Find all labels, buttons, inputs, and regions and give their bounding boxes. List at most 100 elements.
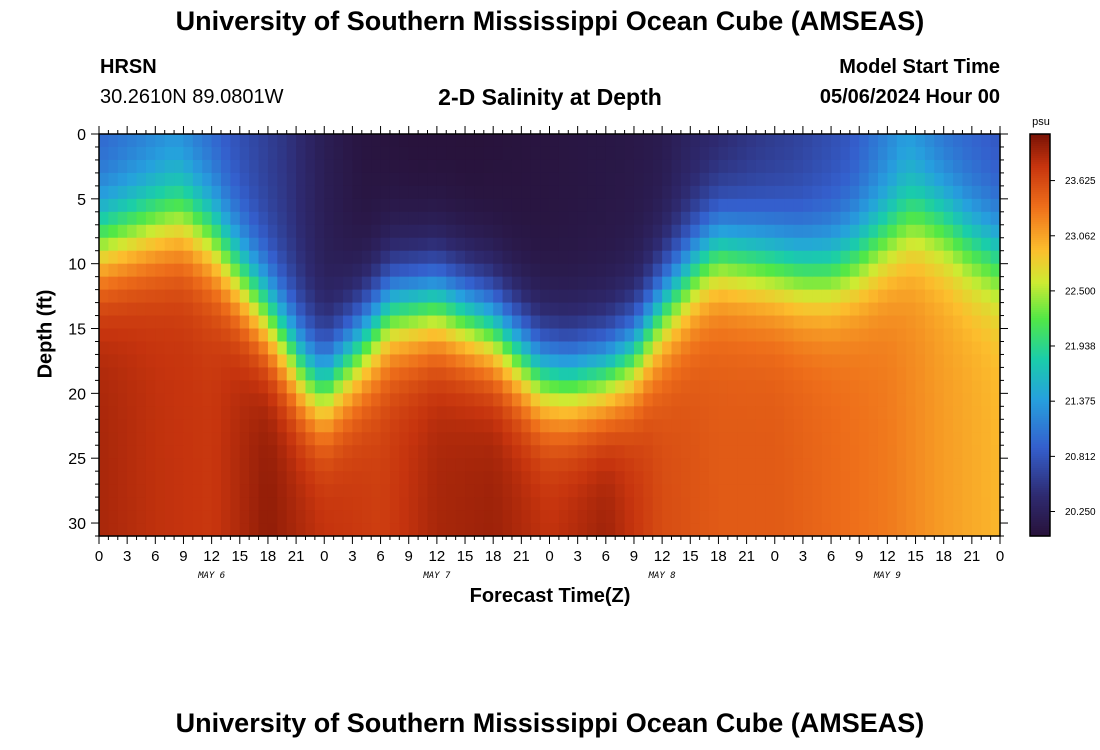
heatmap-cell <box>324 510 335 524</box>
heatmap-cell <box>446 445 457 459</box>
heatmap-cell <box>652 419 663 433</box>
heatmap-cell <box>821 250 832 265</box>
heatmap-cell <box>577 367 588 381</box>
heatmap-cell <box>859 211 870 226</box>
heatmap-cell <box>521 276 532 291</box>
colorbar-swatch <box>1030 186 1050 189</box>
heatmap-cell <box>192 432 203 446</box>
colorbar-swatch <box>1030 410 1050 413</box>
heatmap-cell <box>174 406 185 420</box>
heatmap-cell <box>868 458 879 472</box>
heatmap-cell <box>286 250 297 265</box>
heatmap-cell <box>389 276 400 291</box>
colorbar-swatch <box>1030 512 1050 515</box>
heatmap-cell <box>155 237 166 252</box>
heatmap-cell <box>239 198 250 213</box>
heatmap-cell <box>164 406 175 420</box>
heatmap-cell <box>249 380 260 394</box>
heatmap-cell <box>267 458 278 472</box>
heatmap-cell <box>521 302 532 317</box>
heatmap-cell <box>465 263 476 278</box>
heatmap-cell <box>127 432 138 446</box>
heatmap-cell <box>859 302 870 317</box>
heatmap-cell <box>502 328 513 343</box>
heatmap-cell <box>333 172 344 187</box>
heatmap-cell <box>155 263 166 278</box>
heatmap-cell <box>624 497 635 511</box>
heatmap-cell <box>699 523 710 537</box>
heatmap-cell <box>943 134 954 148</box>
heatmap-cell <box>737 328 748 343</box>
heatmap-cell <box>596 432 607 446</box>
heatmap-cell <box>192 250 203 265</box>
colorbar-swatch <box>1030 276 1050 279</box>
heatmap-cell <box>568 510 579 524</box>
heatmap-cell <box>746 471 757 485</box>
heatmap-cell <box>662 484 673 498</box>
heatmap-cell <box>662 237 673 252</box>
heatmap-cell <box>249 198 260 213</box>
heatmap-cell <box>915 497 926 511</box>
heatmap-cell <box>455 159 466 174</box>
heatmap-cell <box>99 419 109 433</box>
plot-frame <box>98 133 1001 537</box>
heatmap-cell <box>258 315 269 330</box>
heatmap-cell <box>99 484 109 498</box>
colorbar-swatch <box>1030 214 1050 217</box>
heatmap-cell <box>549 445 560 459</box>
heatmap-cell <box>155 341 166 356</box>
heatmap-cell <box>117 497 128 511</box>
heatmap-cell <box>765 380 776 394</box>
heatmap-cell <box>718 432 729 446</box>
heatmap-cell <box>577 185 588 200</box>
heatmap-cell <box>896 354 907 369</box>
heatmap-cell <box>474 380 485 394</box>
heatmap-cell <box>155 406 166 420</box>
heatmap-cell <box>267 497 278 511</box>
heatmap-cell <box>286 134 297 148</box>
colorbar-swatch <box>1030 282 1050 285</box>
heatmap-cell <box>755 523 766 537</box>
heatmap-cell <box>849 523 860 537</box>
heatmap-cell <box>286 471 297 485</box>
heatmap-cell <box>155 198 166 213</box>
colorbar-swatch <box>1030 206 1050 209</box>
heatmap-cell <box>511 237 522 252</box>
heatmap-cell <box>296 471 307 485</box>
x-tick-label: 18 <box>260 548 277 565</box>
heatmap-cell <box>831 211 842 226</box>
heatmap-cell <box>286 289 297 304</box>
heatmap-cell <box>324 445 335 459</box>
heatmap-cell <box>408 159 419 174</box>
heatmap-cell <box>615 445 626 459</box>
heatmap-cell <box>699 263 710 278</box>
heatmap-cell <box>727 406 738 420</box>
heatmap-cell <box>408 146 419 161</box>
heatmap-cell <box>840 263 851 278</box>
colorbar-swatch <box>1030 354 1050 357</box>
heatmap-cell <box>596 393 607 407</box>
heatmap-cell <box>849 315 860 330</box>
heatmap-cell <box>446 211 457 226</box>
heatmap-cell <box>483 380 494 394</box>
heatmap-cell <box>934 380 945 394</box>
colorbar-swatch <box>1030 328 1050 331</box>
heatmap-cell <box>577 432 588 446</box>
heatmap-cell <box>230 393 241 407</box>
heatmap-cell <box>418 302 429 317</box>
heatmap-cell <box>971 276 982 291</box>
heatmap-cell <box>596 406 607 420</box>
heatmap-cell <box>221 393 231 407</box>
heatmap-cell <box>765 315 776 330</box>
colorbar-swatch <box>1030 244 1050 247</box>
heatmap-cell <box>511 367 522 381</box>
heatmap-cell <box>136 458 147 472</box>
heatmap-cell <box>558 471 569 485</box>
station-name: HRSN <box>100 56 157 78</box>
heatmap-cell <box>155 224 166 239</box>
heatmap-cell <box>99 380 109 394</box>
colorbar-swatch <box>1030 152 1050 155</box>
heatmap-cell <box>174 198 185 213</box>
heatmap-cell <box>849 198 860 213</box>
heatmap-cell <box>352 159 363 174</box>
